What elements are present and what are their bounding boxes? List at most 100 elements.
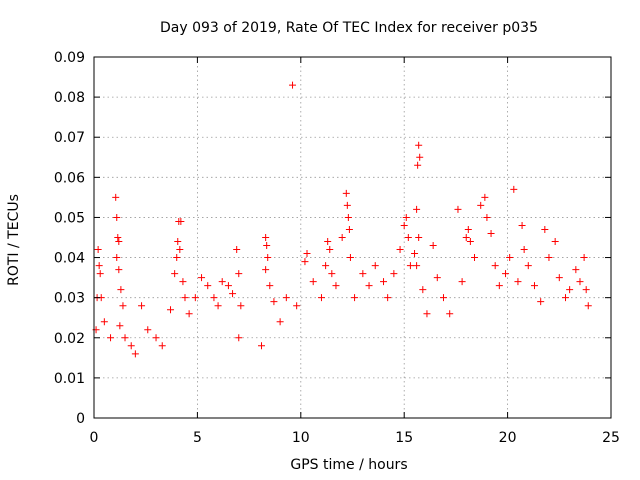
data-point	[309, 278, 317, 286]
data-point	[541, 225, 549, 233]
data-point	[584, 302, 592, 310]
data-point	[510, 185, 518, 193]
data-point	[263, 242, 271, 250]
data-point	[471, 254, 479, 262]
data-point	[371, 262, 379, 270]
data-point	[423, 310, 431, 318]
data-point	[400, 221, 408, 229]
data-point	[235, 270, 243, 278]
data-point	[413, 205, 421, 213]
x-tick-label: 10	[292, 430, 310, 446]
data-point	[107, 334, 115, 342]
data-point	[551, 238, 559, 246]
data-point	[138, 302, 146, 310]
data-point	[185, 310, 193, 318]
data-points	[92, 81, 592, 358]
data-point	[537, 298, 545, 306]
data-point	[293, 302, 301, 310]
data-point	[266, 282, 274, 290]
data-point	[115, 238, 123, 246]
x-tick-label: 15	[395, 430, 413, 446]
data-point	[566, 286, 574, 294]
data-point	[342, 189, 350, 197]
data-point	[115, 266, 123, 274]
data-point	[158, 342, 166, 350]
data-point	[176, 246, 184, 254]
data-point	[454, 205, 462, 213]
data-point	[181, 294, 189, 302]
data-point	[270, 298, 278, 306]
data-point	[439, 294, 447, 302]
data-point	[204, 282, 212, 290]
data-point	[303, 250, 311, 258]
data-point	[502, 270, 510, 278]
data-point	[289, 81, 297, 89]
data-point	[572, 266, 580, 274]
data-point	[524, 262, 532, 270]
data-point	[580, 254, 588, 262]
data-point	[224, 282, 232, 290]
x-tick-label: 5	[193, 430, 202, 446]
y-tick-label: 0.05	[54, 210, 85, 226]
data-point	[229, 290, 237, 298]
plot-frame	[93, 56, 612, 419]
data-point	[328, 270, 336, 278]
chart-title: Day 093 of 2019, Rate Of TEC Index for r…	[160, 20, 538, 36]
data-point	[487, 229, 495, 237]
data-point	[359, 270, 367, 278]
data-point	[113, 254, 121, 262]
data-point	[301, 258, 309, 266]
data-point	[396, 246, 404, 254]
y-tick-label: 0.01	[54, 371, 85, 387]
data-point	[380, 278, 388, 286]
data-point	[446, 310, 454, 318]
data-point	[322, 262, 330, 270]
data-point	[411, 250, 419, 258]
data-point	[344, 213, 352, 221]
data-point	[96, 270, 104, 278]
data-point	[514, 278, 522, 286]
x-tick-label: 0	[90, 430, 99, 446]
data-point	[173, 254, 181, 262]
data-point	[506, 254, 514, 262]
data-point	[317, 294, 325, 302]
data-point	[131, 350, 139, 358]
y-tick-label: 0.07	[54, 130, 85, 146]
data-point	[332, 282, 340, 290]
data-point	[415, 234, 423, 241]
data-point	[346, 254, 354, 262]
data-point	[416, 153, 424, 161]
data-point	[365, 282, 373, 290]
x-tick-label: 20	[499, 430, 517, 446]
y-axis-label: ROTI / TECUs	[6, 194, 22, 286]
data-point	[326, 246, 334, 254]
data-point	[390, 270, 398, 278]
data-point	[562, 294, 570, 302]
data-point	[530, 282, 538, 290]
data-point	[466, 238, 474, 246]
y-tick-label: 0.06	[54, 170, 85, 186]
data-point	[282, 294, 290, 302]
data-point	[119, 302, 127, 310]
data-point	[545, 254, 553, 262]
data-point	[116, 322, 124, 330]
data-point	[235, 334, 243, 342]
data-point	[191, 294, 199, 302]
data-point	[351, 294, 359, 302]
data-point	[402, 213, 410, 221]
grid-lines	[94, 57, 611, 418]
x-tick-label: 25	[602, 430, 620, 446]
y-tick-label: 0.09	[54, 50, 85, 66]
x-axis-label: GPS time / hours	[290, 457, 407, 473]
data-point	[95, 262, 103, 270]
data-point	[582, 286, 590, 294]
data-point	[520, 246, 528, 254]
data-point	[100, 318, 108, 326]
data-point	[237, 302, 245, 310]
data-point	[112, 193, 120, 201]
data-point	[218, 278, 226, 286]
data-point	[406, 262, 414, 270]
y-tick-label: 0	[76, 411, 85, 427]
data-point	[384, 294, 392, 302]
data-point	[114, 234, 122, 241]
